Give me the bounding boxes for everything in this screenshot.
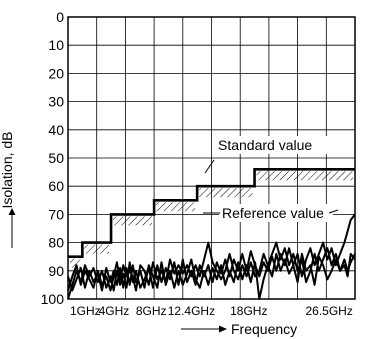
reference-value-label-bg bbox=[219, 204, 333, 222]
standard-value-leader bbox=[204, 159, 215, 174]
y-tick-label: 0 bbox=[56, 9, 64, 25]
y-tick-label: 40 bbox=[48, 122, 64, 138]
plot-frame bbox=[67, 16, 356, 300]
standard-value-hatch bbox=[256, 171, 353, 181]
standard-value-hatch bbox=[199, 188, 253, 198]
standard-value-hatch bbox=[156, 202, 196, 212]
y-ticks: 0 10 20 30 40 50 60 70 80 90 100 bbox=[41, 9, 65, 307]
y-tick-label: 10 bbox=[48, 37, 64, 53]
measured-trace-1 bbox=[67, 241, 356, 292]
y-tick-label: 100 bbox=[41, 291, 65, 307]
y-tick-label: 20 bbox=[48, 65, 64, 81]
standard-value-label-bg bbox=[214, 136, 328, 154]
x-axis-title: Frequency bbox=[231, 321, 297, 337]
y-tick-label: 70 bbox=[48, 206, 64, 222]
standard-value-hatch bbox=[70, 258, 81, 268]
measured-traces bbox=[67, 213, 356, 300]
x-axis-arrow-head bbox=[219, 325, 227, 333]
x-tick-label: 12.4GHz bbox=[168, 304, 215, 318]
x-tick-label: 1GHz bbox=[70, 304, 101, 318]
reference-value-leader-right bbox=[328, 209, 339, 214]
reference-value-label: Reference value bbox=[222, 205, 324, 221]
x-tick-label: 26.5GHz bbox=[305, 304, 352, 318]
y-tick-label: 30 bbox=[48, 94, 64, 110]
y-axis-title: Isolation, dB bbox=[0, 131, 15, 208]
hatch-fill bbox=[70, 171, 353, 268]
standard-value-line bbox=[68, 167, 355, 258]
standard-value-step-line bbox=[68, 167, 355, 258]
standard-value-label: Standard value bbox=[218, 137, 312, 153]
x-tick-label: 4GHz bbox=[99, 304, 130, 318]
standard-value-hatch bbox=[84, 244, 110, 254]
x-tick-label: 18GHz bbox=[230, 304, 267, 318]
y-tick-label: 60 bbox=[48, 178, 64, 194]
y-tick-label: 80 bbox=[48, 235, 64, 251]
standard-value-hatch bbox=[113, 216, 153, 226]
y-axis-arrow-head bbox=[8, 208, 16, 215]
measured-trace-3 bbox=[67, 241, 356, 300]
x-tick-label: 8GHz bbox=[136, 304, 167, 318]
y-tick-label: 90 bbox=[48, 263, 64, 279]
y-tick-label: 50 bbox=[48, 150, 64, 166]
